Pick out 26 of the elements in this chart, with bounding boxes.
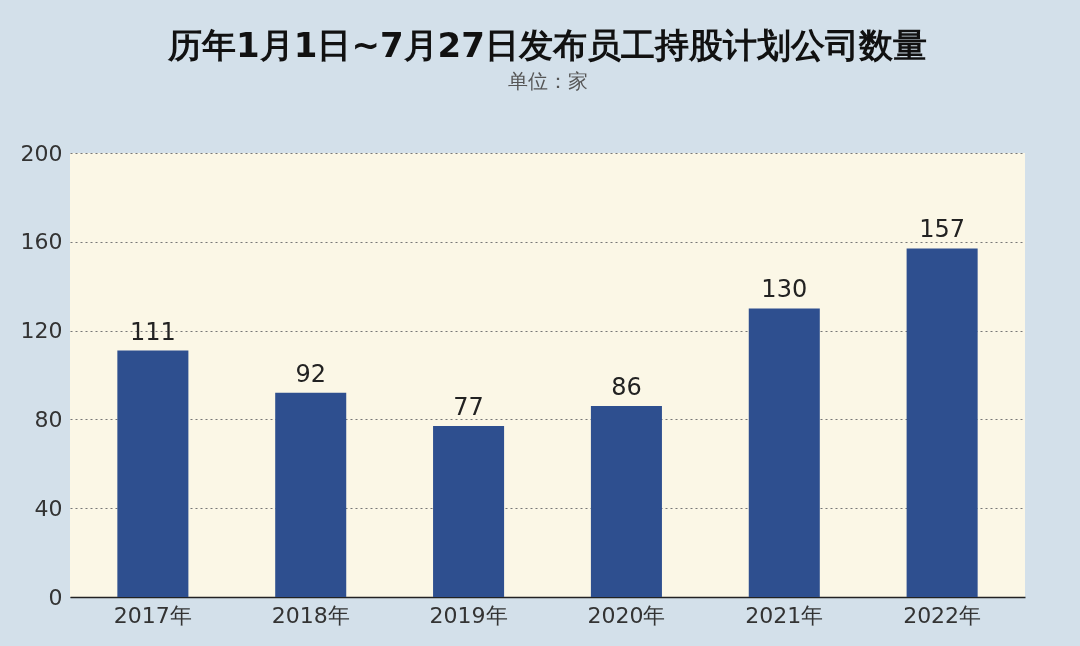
x-tick-label: 2019年: [429, 602, 508, 628]
x-tick-label: 2018年: [271, 602, 350, 628]
data-label: 111: [129, 317, 176, 346]
data-label: 77: [453, 393, 484, 422]
y-tick-label: 200: [20, 140, 63, 166]
x-tick-label: 2021年: [745, 602, 824, 628]
data-label: 157: [919, 215, 966, 244]
data-label: 92: [295, 359, 326, 388]
y-tick-label: 160: [20, 229, 63, 255]
data-label: 86: [611, 373, 642, 402]
y-tick-label: 120: [20, 318, 63, 344]
y-tick-label: 80: [34, 406, 63, 432]
x-tick-label: 2020年: [587, 602, 666, 628]
x-tick-label: 2017年: [113, 602, 192, 628]
chart-title: 历年1月1日~7月27日发布员工持股计划公司数量: [167, 25, 927, 65]
y-tick-label: 0: [48, 584, 63, 610]
chart-subtitle: 单位：家: [507, 69, 588, 93]
bar: [590, 406, 662, 597]
bar: [906, 248, 978, 597]
bar: [748, 308, 820, 597]
bar: [433, 426, 505, 597]
bar: [117, 350, 189, 597]
x-tick-label: 2022年: [903, 602, 982, 628]
bar: [275, 392, 347, 597]
y-tick-label: 40: [34, 495, 63, 521]
data-label: 130: [761, 275, 808, 304]
